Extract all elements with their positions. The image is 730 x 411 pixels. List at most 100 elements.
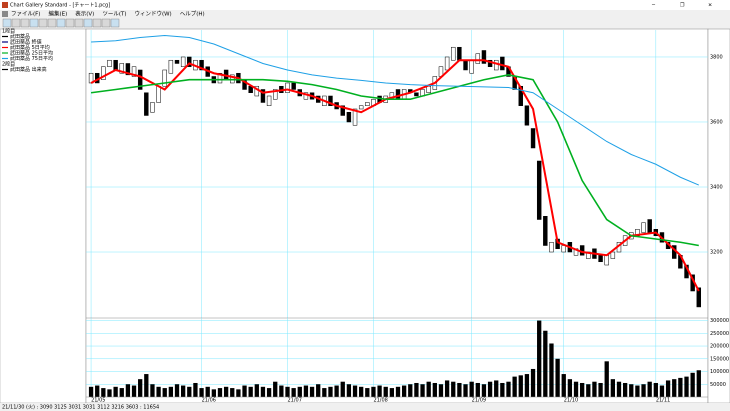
volume-bar	[260, 386, 266, 397]
volume-bar	[426, 381, 431, 397]
volume-bar	[401, 385, 407, 397]
volume-bar	[119, 388, 124, 397]
volume-bar	[371, 386, 376, 397]
menu-icon	[2, 11, 8, 17]
menu-item[interactable]: 表示(V)	[75, 10, 94, 18]
menu-item[interactable]: ファイル(F)	[11, 11, 40, 18]
volume-bar	[334, 385, 339, 397]
toolbar-button[interactable]	[56, 18, 66, 28]
volume-bar	[144, 374, 149, 397]
volume-bar	[580, 382, 585, 397]
candle	[451, 46, 456, 61]
toolbar-button[interactable]	[74, 18, 84, 28]
toolbar-button[interactable]	[101, 18, 111, 28]
legend-heading: 2段目	[2, 61, 15, 68]
toolbar-buttons	[2, 18, 120, 28]
candle	[426, 85, 431, 93]
status-bar	[0, 403, 730, 411]
volume-bar	[469, 381, 474, 397]
volume-bar	[199, 388, 204, 397]
toolbar-button[interactable]	[47, 18, 57, 28]
candle	[579, 245, 585, 256]
volume-bar	[248, 386, 253, 397]
volume-bar	[187, 386, 192, 397]
candle	[481, 50, 487, 64]
candle	[444, 56, 450, 71]
candle	[168, 59, 174, 74]
toolbar-button[interactable]	[65, 18, 75, 28]
app-icon	[2, 2, 8, 8]
legend-entry: 武田薬品 出来高	[10, 66, 47, 73]
volume-bar	[322, 388, 327, 397]
volume-bar	[598, 382, 603, 397]
volume-bar	[365, 388, 370, 397]
volume-bar	[641, 384, 646, 397]
volume-bar	[604, 361, 609, 397]
y-tick-label: 50000	[710, 382, 726, 388]
candle	[340, 105, 345, 116]
minimize-button[interactable]: ─	[651, 3, 656, 9]
toolbar-button[interactable]	[29, 18, 39, 28]
candle	[346, 111, 352, 123]
x-tick-label: 21/07	[288, 398, 302, 404]
toolbar	[0, 18, 730, 29]
toolbar-button[interactable]	[92, 18, 102, 28]
volume-bar	[131, 385, 137, 397]
candle	[365, 102, 370, 106]
toolbar-button[interactable]	[83, 18, 93, 28]
menu-item[interactable]: ウィンドウ(W)	[134, 10, 171, 18]
y-tick-label: 100000	[710, 369, 729, 375]
volume-bar	[549, 343, 554, 397]
y-tick-label: 3600	[710, 119, 723, 125]
volume-bar	[242, 385, 247, 397]
close-button[interactable]: ✕	[708, 3, 712, 9]
candle	[266, 95, 272, 106]
volume-bar	[193, 382, 198, 397]
toolbar-button[interactable]	[11, 18, 21, 28]
x-tick-label: 21/10	[564, 398, 578, 404]
volume-bar	[389, 388, 395, 397]
candle	[395, 89, 401, 100]
ma-line	[90, 59, 700, 292]
x-tick-label: 21/11	[656, 398, 670, 404]
toolbar-button[interactable]	[38, 18, 48, 28]
y-tick-label: 3800	[710, 54, 723, 60]
candle	[641, 222, 646, 233]
menu-item[interactable]: ツール(T)	[102, 12, 126, 18]
candle	[604, 255, 609, 266]
volume-bar	[653, 382, 658, 397]
volume-bar	[205, 386, 210, 397]
candle	[113, 59, 118, 71]
x-tick-label: 21/09	[472, 398, 486, 404]
candle	[647, 219, 652, 233]
toolbar-button[interactable]	[2, 18, 12, 28]
menu-item[interactable]: 編集(E)	[48, 10, 67, 18]
menu-item[interactable]: ヘルプ(H)	[180, 11, 205, 18]
candle	[303, 92, 309, 100]
volume-bar	[266, 388, 272, 397]
volume-bar	[223, 386, 229, 397]
volume-bar	[303, 385, 309, 397]
volume-bar	[678, 377, 683, 397]
y-tick-label: 300000	[710, 318, 729, 324]
toolbar-button[interactable]	[20, 18, 30, 28]
candle	[150, 102, 155, 113]
volume-bar	[457, 382, 462, 397]
candle	[273, 89, 278, 100]
volume-bar	[690, 372, 695, 397]
candle	[101, 66, 106, 80]
volume-bar	[647, 381, 652, 397]
toolbar-button[interactable]	[110, 18, 120, 28]
volume-bar	[518, 375, 523, 397]
candle	[107, 59, 112, 67]
maximize-button[interactable]: ❐	[680, 3, 685, 9]
candle	[500, 56, 505, 71]
candle	[414, 92, 419, 97]
volume-bar	[101, 388, 106, 397]
volume-bar	[174, 384, 180, 397]
candle	[536, 160, 542, 220]
volume-bar	[316, 384, 321, 397]
volume-bar	[487, 381, 493, 397]
volume-bar	[659, 385, 665, 397]
volume-bar	[438, 384, 444, 397]
